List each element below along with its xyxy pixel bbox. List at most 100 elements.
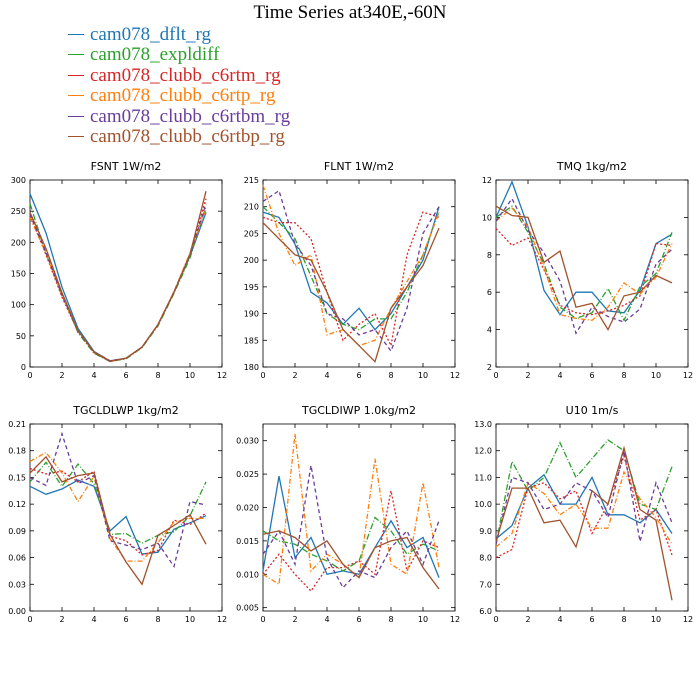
x-tick-label: 10 (185, 615, 195, 624)
legend-label: cam078_dflt_rg (90, 23, 212, 45)
x-tick-label: 2 (525, 615, 530, 624)
y-tick-label: 210 (244, 203, 259, 212)
y-tick-label: 11.0 (474, 473, 492, 482)
panel-title: U10 1m/s (566, 404, 619, 417)
series-line (495, 439, 673, 545)
y-tick-label: 9.0 (479, 527, 492, 536)
x-tick-label: 8 (621, 371, 626, 380)
x-tick-label: 10 (651, 615, 661, 624)
x-tick-label: 2 (59, 615, 64, 624)
series-line (29, 467, 207, 556)
x-tick-label: 10 (185, 371, 195, 380)
x-tick-label: 6 (123, 371, 128, 380)
series-line (29, 451, 206, 562)
x-tick-label: 0 (260, 615, 265, 624)
y-tick-label: 0.020 (236, 503, 259, 512)
series-line (29, 431, 207, 569)
y-tick-label: 13.0 (474, 420, 492, 429)
legend-label: cam078_clubb_c6rtbp_rg (90, 126, 285, 148)
panel-title: FLNT 1W/m2 (324, 160, 394, 173)
x-tick-label: 4 (557, 371, 562, 380)
x-tick-label: 0 (493, 615, 498, 624)
y-tick-label: 185 (244, 336, 259, 345)
x-tick-label: 0 (27, 615, 32, 624)
x-tick-label: 10 (651, 371, 661, 380)
plot-frame (262, 179, 456, 368)
y-tick-label: 0.00 (8, 607, 26, 616)
panel-title: TMQ 1kg/m2 (556, 160, 627, 173)
y-tick-label: 0.18 (8, 447, 26, 456)
series-line (29, 479, 207, 555)
series-line (262, 206, 440, 331)
y-tick-label: 4 (487, 326, 492, 335)
x-tick-label: 4 (324, 371, 329, 380)
x-tick-label: 2 (292, 615, 297, 624)
series-line (495, 205, 673, 331)
x-tick-label: 0 (260, 371, 265, 380)
chart-panel: FSNT 1W/m2 0 2 4 6 8 10 12 0 50 100 150 200 250 300 (11, 160, 227, 380)
chart-panel: TGCLDIWP 1.0kg/m2 0 2 4 6 8 10 12 0.005 0.010 0.01… (236, 404, 460, 624)
y-tick-label: 190 (244, 310, 259, 319)
y-tick-label: 180 (244, 363, 259, 372)
legend-item: cam078_dflt_rg (68, 24, 290, 45)
legend-item: cam078_clubb_c6rtm_rg (68, 65, 290, 86)
series-line (495, 453, 673, 559)
series-line (262, 433, 440, 586)
y-tick-label: 7.0 (479, 580, 492, 589)
y-tick-label: 6.0 (479, 607, 492, 616)
series-line (495, 205, 673, 322)
chart-panel: FLNT 1W/m2 0 2 4 6 8 10 12 180 185 190 195 200 205 210… (244, 160, 460, 380)
series-line (262, 475, 440, 578)
x-tick-label: 2 (59, 371, 64, 380)
y-tick-label: 8 (487, 251, 492, 260)
series-line (495, 180, 673, 316)
y-tick-label: 0.21 (8, 420, 26, 429)
x-tick-label: 8 (155, 371, 160, 380)
y-tick-label: 0.06 (8, 554, 26, 563)
series-line (262, 222, 440, 363)
y-tick-label: 0.010 (236, 570, 259, 579)
x-tick-label: 4 (557, 615, 562, 624)
series-line (495, 207, 673, 321)
legend-swatch (68, 33, 84, 35)
legend-swatch (68, 74, 84, 76)
y-tick-label: 12 (482, 176, 492, 185)
x-tick-label: 6 (356, 371, 361, 380)
series-line (495, 470, 673, 548)
y-tick-label: 300 (11, 176, 26, 185)
series-line (262, 211, 440, 348)
y-tick-label: 0.12 (8, 500, 26, 509)
y-tick-label: 0.025 (236, 470, 259, 479)
series-line (29, 455, 207, 586)
y-tick-label: 10.0 (474, 500, 492, 509)
y-tick-label: 50 (16, 332, 26, 341)
x-tick-label: 12 (683, 371, 693, 380)
series-line (495, 473, 673, 540)
x-tick-label: 0 (27, 371, 32, 380)
series-line (262, 189, 440, 353)
chart-panel: U10 1m/s 0 2 4 6 8 10 12 6.0 7.0 8.0 9.0 10.0 11.0 12.… (474, 404, 693, 624)
legend-item: cam078_expldiff (68, 45, 290, 66)
chart-title: Time Series at340E,-60N (253, 2, 447, 23)
x-tick-label: 4 (91, 615, 96, 624)
y-tick-label: 200 (11, 238, 26, 247)
x-tick-label: 6 (589, 615, 594, 624)
y-tick-label: 0 (21, 363, 26, 372)
plot-frame (262, 423, 456, 612)
x-tick-label: 2 (292, 371, 297, 380)
y-tick-label: 150 (11, 270, 26, 279)
series-line (495, 197, 673, 335)
x-tick-label: 12 (450, 371, 460, 380)
y-tick-label: 0.09 (8, 527, 26, 536)
x-tick-label: 4 (91, 371, 96, 380)
y-tick-label: 2 (487, 363, 492, 372)
legend-label: cam078_clubb_c6rtp_rg (90, 85, 276, 107)
x-tick-label: 12 (683, 615, 693, 624)
y-tick-label: 0.15 (8, 473, 26, 482)
series-line (495, 450, 673, 545)
legend-swatch (68, 54, 84, 56)
plot-frame (495, 179, 689, 368)
y-tick-label: 195 (244, 283, 259, 292)
